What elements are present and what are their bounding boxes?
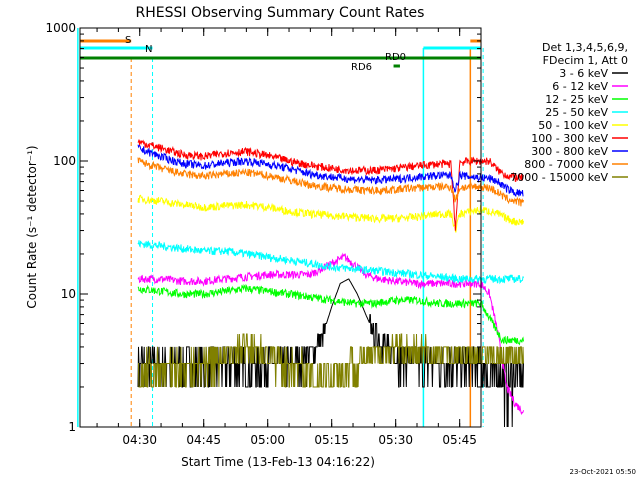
annotation-rd6: RD6	[351, 62, 372, 73]
y-tick-label: 100	[53, 154, 76, 168]
legend-label: 7000 - 15000 keV	[510, 171, 608, 184]
y-tick-label: 10	[61, 287, 76, 301]
x-tick-label: 05:15	[314, 433, 349, 447]
series-line-800-7000-kev	[137, 157, 524, 207]
series-line-3-6-kev	[137, 278, 524, 428]
x-tick-label: 05:00	[250, 433, 285, 447]
x-axis-ticks: 04:30 04:45 05:00 05:15 05:30 05:45	[96, 28, 482, 447]
series-line-25-50-kev	[137, 240, 524, 285]
legend-label: 100 - 300 keV	[531, 132, 608, 145]
annotation-rd0: RD0	[385, 52, 406, 63]
x-tick-label: 05:30	[378, 433, 413, 447]
plot-frame	[79, 27, 482, 428]
legend-header-line-2: FDecim 1, Att 0	[543, 54, 628, 67]
legend-label: 50 - 100 keV	[538, 119, 608, 132]
x-tick-label: 04:45	[186, 433, 221, 447]
observing-bars	[80, 39, 481, 68]
legend-label: 25 - 50 keV	[545, 106, 608, 119]
series-line-50-100-kev	[137, 194, 524, 233]
legend-label: 12 - 25 keV	[545, 93, 608, 106]
series-line-7000-15000-kev	[138, 333, 524, 388]
legend-label: 6 - 12 keV	[552, 80, 608, 93]
series-line-12-25-kev	[137, 283, 524, 346]
series-line-100-300-kev	[137, 139, 524, 231]
annotation-n: N	[145, 44, 152, 55]
legend-label: 300 - 800 keV	[531, 145, 608, 158]
y-axis-label: Count Rate (s⁻¹ detector⁻¹)	[25, 145, 39, 308]
legend-header-line-1: Det 1,3,4,5,6,9,	[542, 41, 628, 54]
y-tick-label: 1	[68, 420, 76, 434]
x-tick-label: 05:45	[442, 433, 477, 447]
legend: Det 1,3,4,5,6,9, FDecim 1, Att 0 3 - 6 k…	[510, 41, 628, 184]
x-tick-label: 04:30	[122, 433, 157, 447]
series-layer	[137, 139, 524, 428]
y-tick-label: 1000	[45, 21, 76, 35]
footer-timestamp: 23-Oct-2021 05:50	[570, 468, 636, 476]
x-axis-label: Start Time (13-Feb-13 04:16:22)	[181, 455, 375, 469]
y-axis-ticks: 1 10 100 1000	[45, 21, 481, 434]
annotation-s: S	[125, 35, 131, 46]
legend-label: 3 - 6 keV	[559, 67, 608, 80]
chart-title: RHESSI Observing Summary Count Rates	[136, 5, 425, 21]
series-line-300-800-kev	[137, 144, 524, 197]
legend-label: 800 - 7000 keV	[524, 158, 608, 171]
